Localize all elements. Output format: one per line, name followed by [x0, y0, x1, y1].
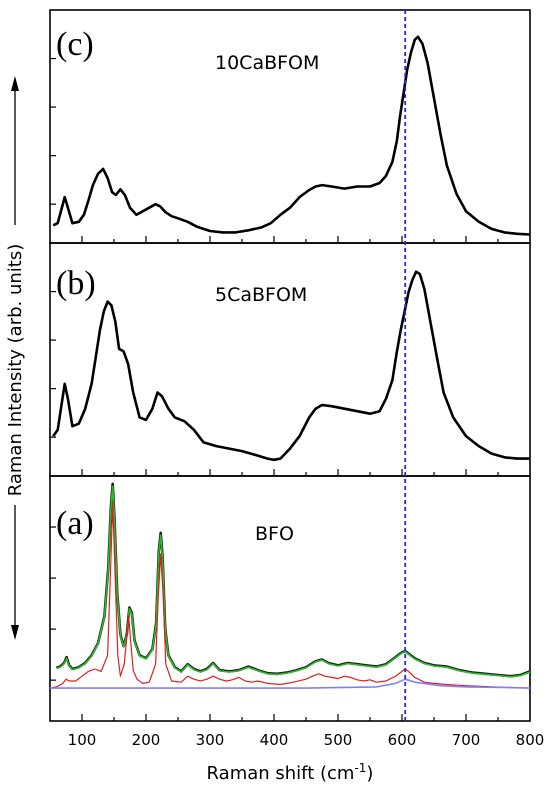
axis-ticks	[50, 57, 499, 721]
panel-a-series-1	[56, 485, 531, 678]
panel-a-series-0	[56, 482, 531, 678]
panel-b-frame	[49, 242, 531, 477]
panel-b-sample-label: 5CaBFOM	[215, 284, 307, 306]
y-arrow-down-head	[11, 625, 19, 640]
x-tick-label-700: 700	[452, 731, 481, 749]
x-axis-title-sup: -1	[354, 761, 366, 775]
spectra-curves	[49, 35, 531, 689]
panel-a-series-3	[50, 678, 531, 689]
y-arrow-up-head	[11, 76, 19, 91]
x-tick-label-300: 300	[196, 731, 225, 749]
panel-c-letter: (c)	[56, 26, 94, 63]
x-tick-label-100: 100	[68, 731, 97, 749]
panel-a-letter: (a)	[56, 505, 94, 542]
x-axis-title-close: )	[366, 763, 373, 784]
panel-c-sample-label: 10CaBFOM	[215, 52, 319, 74]
panel-a-frame	[49, 475, 531, 722]
x-tick-label-400: 400	[260, 731, 289, 749]
x-tick-label-600: 600	[388, 731, 417, 749]
panel-c-series-0	[52, 35, 531, 236]
x-axis-title-main: Raman shift (cm	[207, 763, 355, 784]
x-tick-label-800: 800	[516, 731, 545, 749]
panel-a-series-2	[49, 502, 531, 689]
y-axis-title: Raman Intensity (arb. units)	[5, 244, 26, 497]
x-tick-label-500: 500	[324, 731, 353, 749]
x-tick-label-200: 200	[132, 731, 161, 749]
panel-b-letter: (b)	[56, 265, 96, 302]
panel-b-series-0	[52, 270, 530, 462]
x-axis-title: Raman shift (cm-1)	[207, 761, 374, 784]
panel-a-sample-label: BFO	[255, 523, 294, 545]
